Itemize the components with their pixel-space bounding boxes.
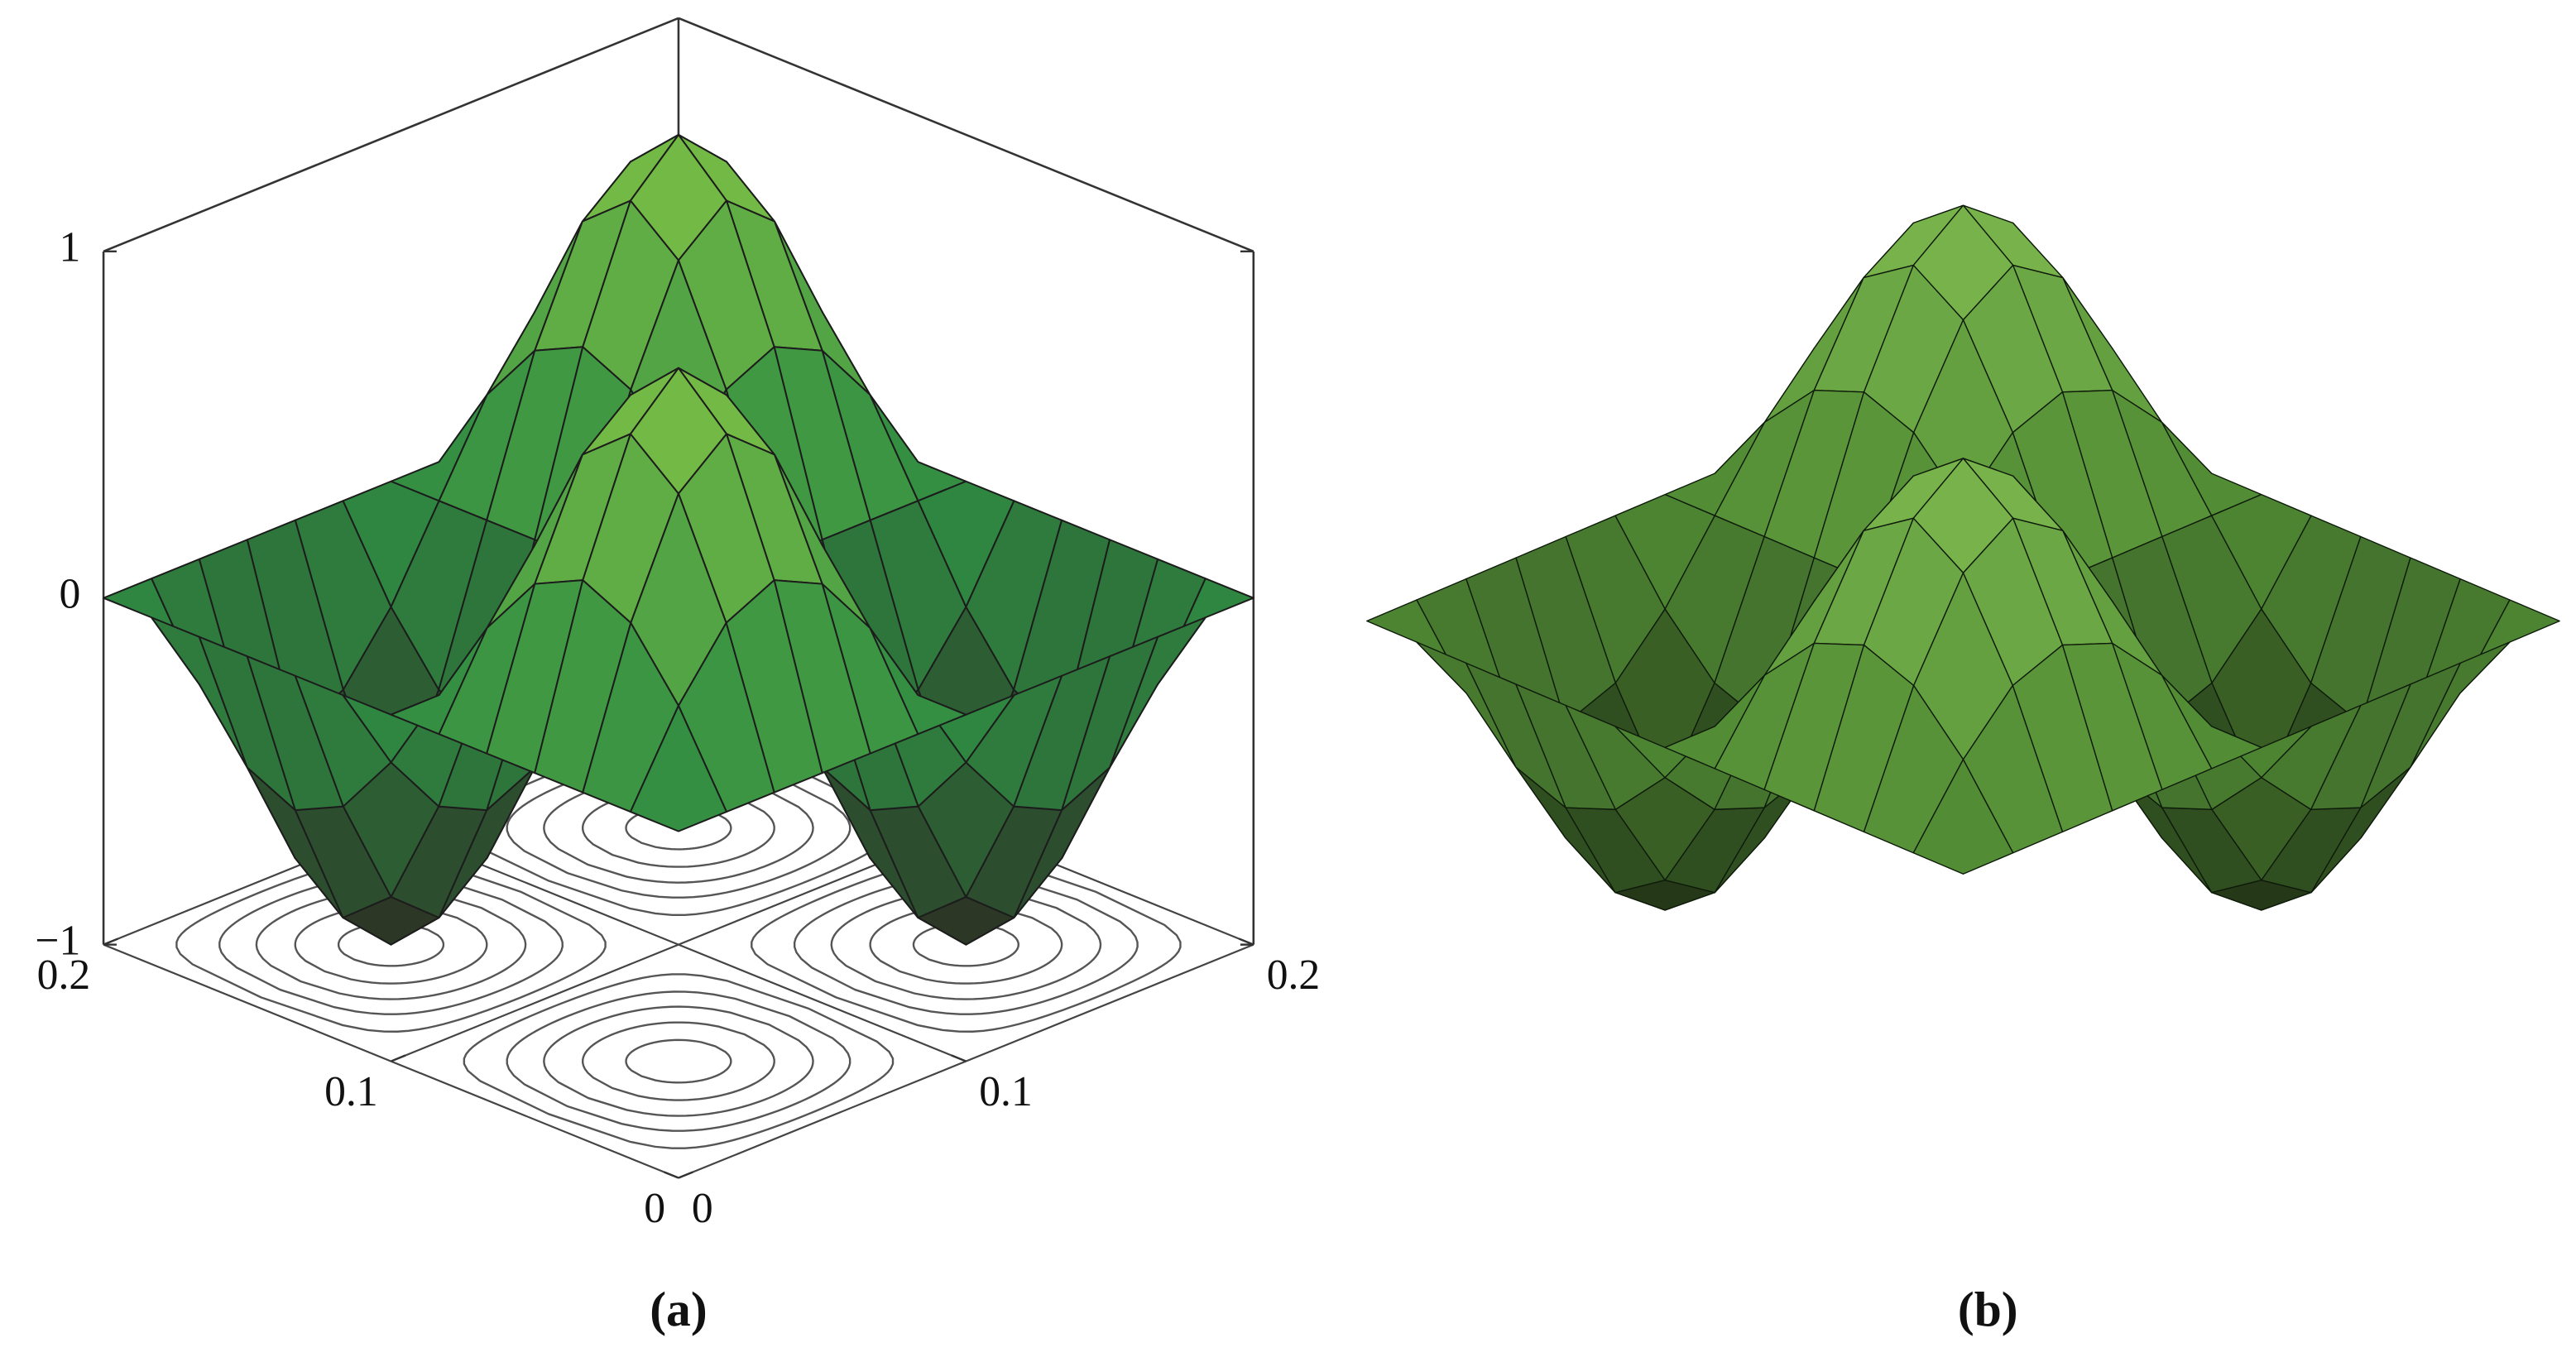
contour	[543, 1005, 814, 1117]
surface	[1366, 204, 2560, 911]
contour	[793, 874, 1139, 1015]
contour	[294, 904, 488, 985]
contour	[830, 889, 1102, 1000]
contour	[337, 922, 445, 967]
contour	[506, 990, 851, 1132]
x-tick-label: 0.1	[979, 1068, 1033, 1115]
y-tick-label: 0.2	[37, 952, 91, 999]
contour	[255, 889, 527, 1000]
contour	[625, 1038, 732, 1084]
subfigure-label: (b)	[1958, 1282, 2018, 1336]
box-edge	[103, 17, 679, 253]
contour	[751, 856, 1182, 1033]
x-tick	[664, 1171, 679, 1179]
y-tick	[678, 1171, 693, 1179]
contour	[175, 856, 607, 1033]
surface	[103, 133, 1254, 946]
x-tick	[1238, 937, 1254, 946]
surface-patch	[629, 704, 727, 832]
x-tick	[951, 1054, 967, 1062]
x-tick-label: 0.2	[1267, 952, 1321, 999]
floor-edge	[391, 827, 967, 1062]
contour	[218, 874, 564, 1015]
y-tick-label: 0	[644, 1185, 665, 1232]
subfigure-label: (a)	[650, 1282, 707, 1336]
z-tick-label: 1	[59, 224, 80, 271]
y-tick-label: 0.1	[324, 1068, 378, 1115]
contour	[463, 973, 895, 1149]
contour	[582, 1021, 775, 1101]
y-tick	[103, 937, 118, 946]
box-edge	[678, 17, 1254, 253]
surface-patch	[1912, 759, 2014, 875]
contour	[912, 922, 1019, 967]
x-tick-label: 0	[692, 1185, 713, 1232]
y-tick	[391, 1054, 406, 1062]
z-tick-label: −1	[35, 917, 80, 964]
z-tick-label: 0	[59, 571, 80, 618]
contour	[869, 904, 1063, 985]
